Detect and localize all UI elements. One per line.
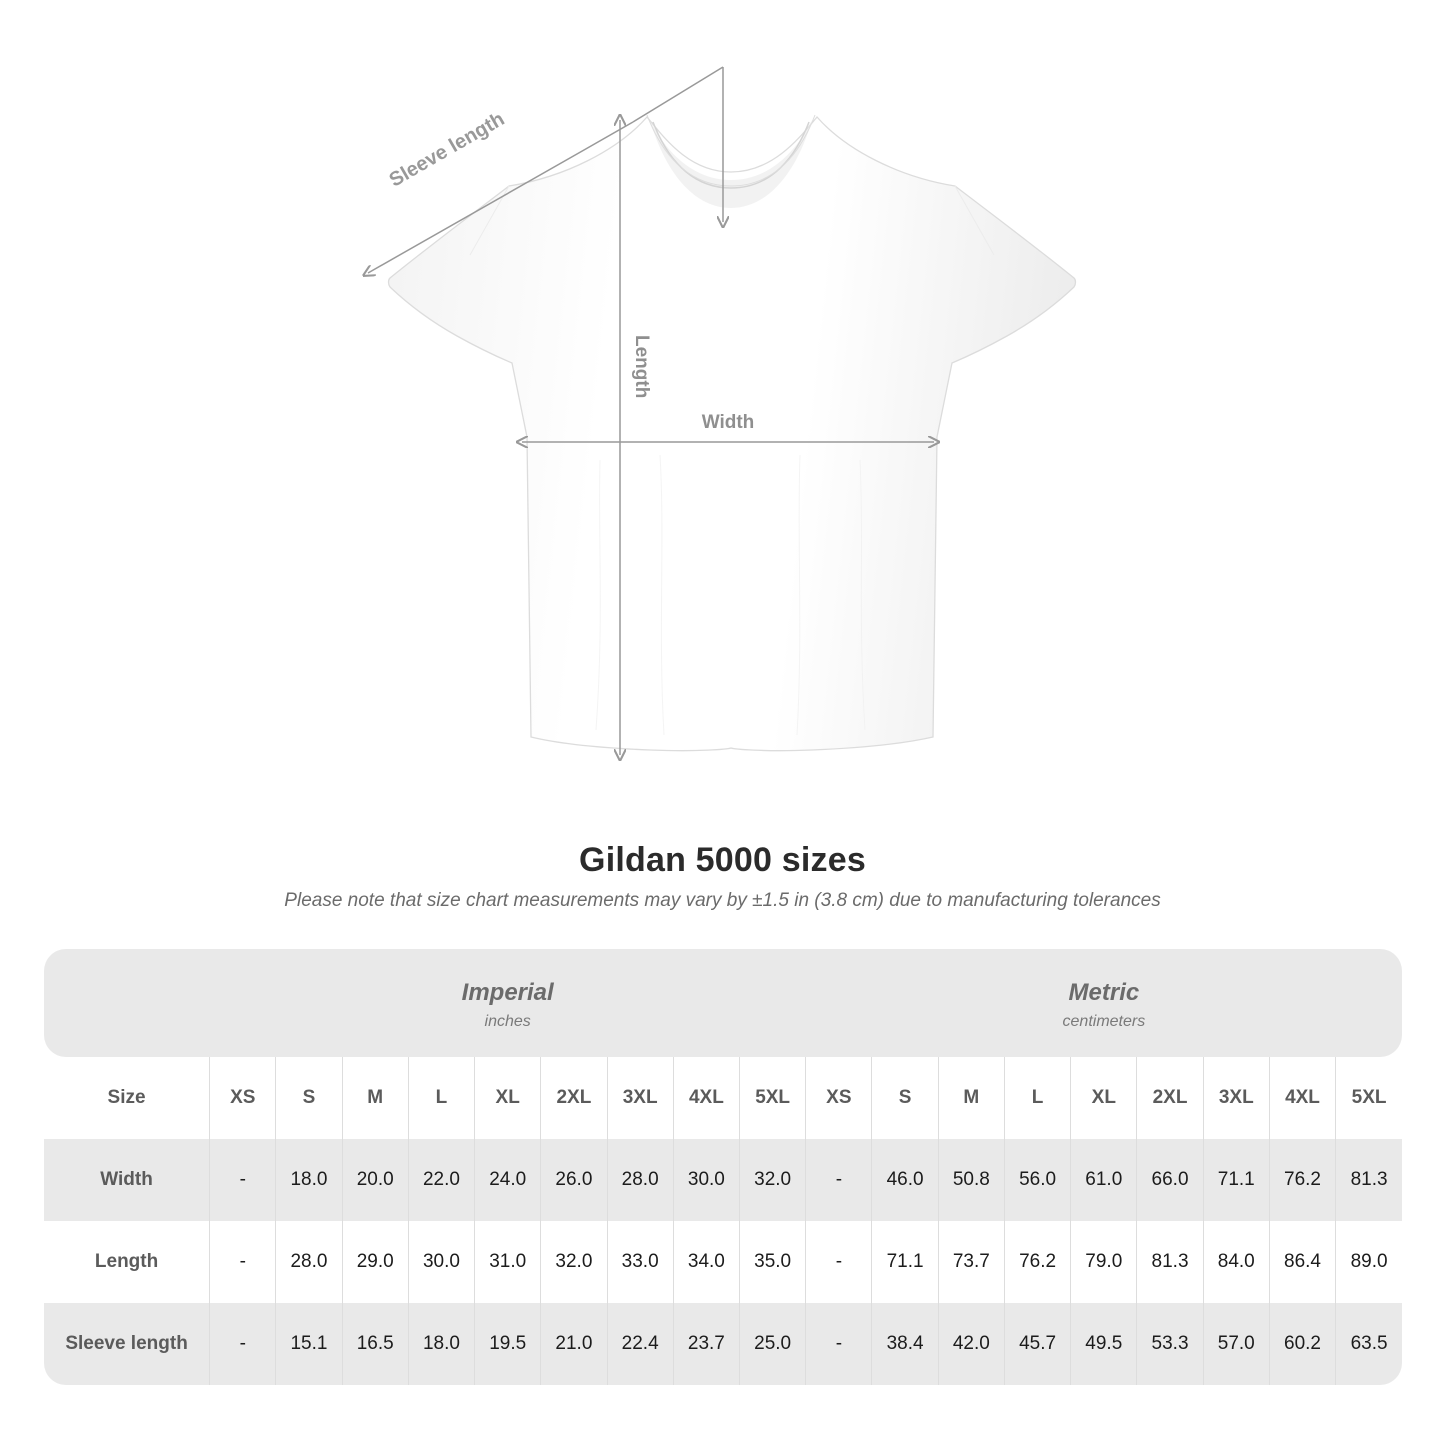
svg-text:Sleeve length: Sleeve length bbox=[386, 108, 509, 192]
svg-text:Length: Length bbox=[631, 335, 652, 398]
svg-text:Width: Width bbox=[702, 412, 755, 433]
